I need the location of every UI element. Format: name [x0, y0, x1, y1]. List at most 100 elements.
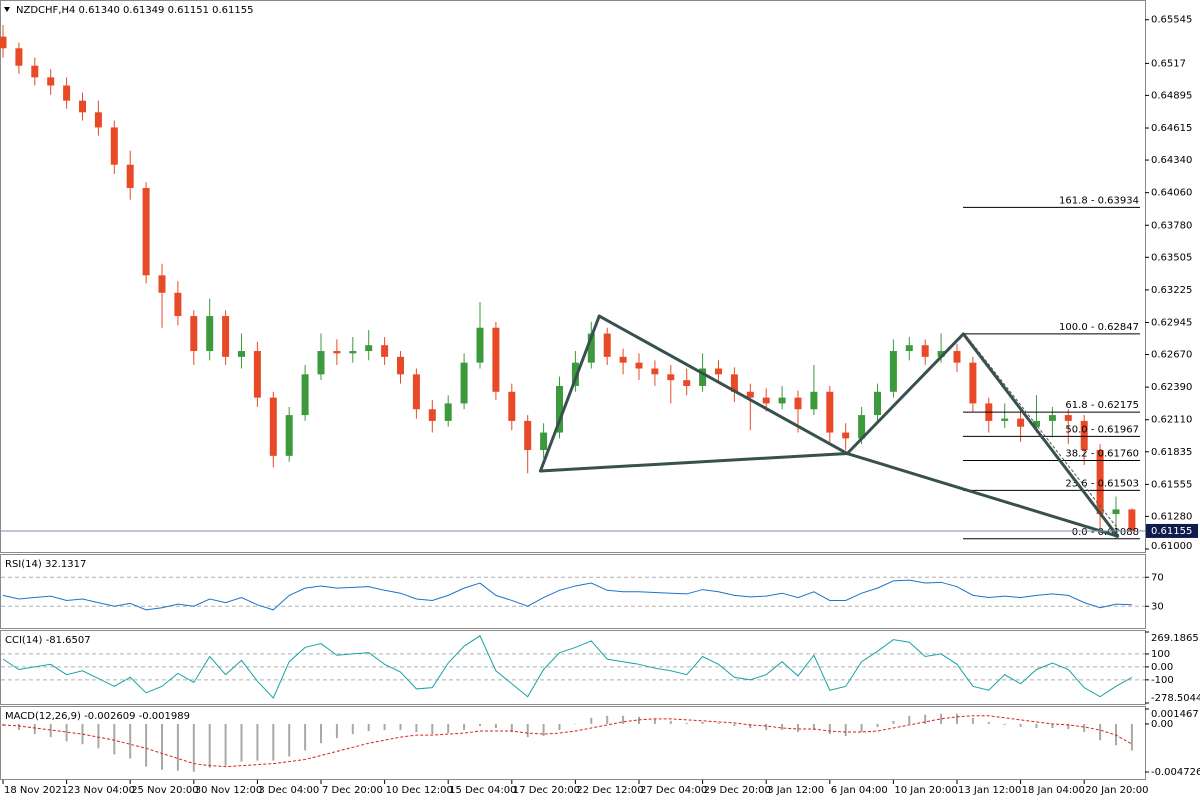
- y-tick-label: 0.65545: [1151, 15, 1192, 26]
- y-tick-label: 0.00: [1151, 662, 1173, 673]
- candle-body: [619, 356, 627, 363]
- y-tick-label: 100: [1151, 649, 1170, 660]
- fib-label: 100.0 - 0.62847: [1059, 322, 1139, 333]
- macd-bar: [971, 717, 974, 724]
- macd-bar: [542, 723, 545, 737]
- y-tick-label: 0.64340: [1151, 155, 1192, 166]
- candle-body: [349, 351, 357, 354]
- macd-bar: [653, 718, 656, 724]
- candle-body: [587, 333, 595, 363]
- macd-bar: [272, 723, 275, 761]
- macd-bar: [17, 723, 20, 731]
- macd-bar: [638, 716, 640, 724]
- candle-body: [746, 391, 754, 398]
- macd-bar: [431, 723, 434, 735]
- panel-title: CCI(14) -81.6507: [5, 635, 91, 646]
- x-tick-label: 30 Nov 12:00: [195, 785, 262, 796]
- y-tick-label: -100: [1151, 675, 1174, 686]
- macd-bar: [1130, 723, 1133, 751]
- macd-bar: [463, 723, 466, 731]
- y-tick-label: 0.63225: [1151, 285, 1192, 296]
- menu-triangle[interactable]: [4, 7, 10, 12]
- candle-body: [0, 36, 7, 49]
- y-tick-label: 0.61280: [1151, 511, 1192, 522]
- candle-body: [190, 316, 198, 352]
- candle-body: [508, 391, 516, 421]
- x-tick-label: 18 Jan 04:00: [1022, 785, 1085, 796]
- candle-body: [762, 397, 770, 404]
- main-panel-frame: [0, 0, 1146, 553]
- macd-bar: [1051, 723, 1054, 728]
- x-tick-label: 18 Nov 2021: [4, 785, 68, 796]
- macd-bar: [335, 723, 338, 739]
- macd-bar: [574, 723, 577, 725]
- macd-bar: [192, 723, 195, 772]
- macd-bar: [812, 723, 815, 731]
- x-tick-label: 23 Nov 04:00: [68, 785, 135, 796]
- macd-bar: [876, 723, 879, 727]
- y-tick-label: 269.1865: [1151, 633, 1199, 644]
- y-tick-label: 0.64060: [1151, 188, 1192, 199]
- candle-body: [524, 420, 532, 451]
- macd-bar: [892, 720, 895, 724]
- macd-bar: [844, 723, 847, 737]
- candle-body: [921, 345, 929, 357]
- macd-bar: [49, 723, 52, 738]
- candle-body: [858, 415, 866, 439]
- candle-body: [285, 415, 293, 456]
- macd-bar: [288, 723, 291, 757]
- candle-body: [31, 65, 39, 78]
- macd-bar: [145, 723, 148, 767]
- candle-body: [79, 100, 86, 113]
- candle-body: [301, 374, 309, 416]
- current-price-label: 0.61155: [1151, 526, 1192, 537]
- macd-bar: [367, 723, 370, 732]
- x-tick-label: 15 Dec 04:00: [449, 785, 516, 796]
- macd-panel-frame: [0, 706, 1146, 780]
- candle-body: [158, 275, 166, 293]
- x-tick-label: 17 Dec 20:00: [513, 785, 580, 796]
- y-tick-label: 0.62670: [1151, 350, 1192, 361]
- y-tick-label: -278.5044: [1151, 693, 1200, 704]
- macd-bar: [924, 714, 927, 724]
- y-tick-label: 0.001467: [1151, 709, 1199, 720]
- macd-bar: [1035, 723, 1038, 728]
- indicator-line: [2, 635, 1133, 699]
- candle-body: [15, 48, 23, 66]
- candle-body: [874, 391, 881, 416]
- candle-body: [810, 391, 818, 410]
- candle-body: [571, 362, 579, 386]
- candle-body: [556, 385, 563, 433]
- candle-body: [889, 351, 897, 392]
- x-tick-label: 27 Dec 04:00: [640, 785, 707, 796]
- macd-bar: [749, 723, 752, 728]
- x-tick-label: 10 Jan 20:00: [894, 785, 957, 796]
- x-tick-label: 13 Jan 12:00: [958, 785, 1021, 796]
- macd-bar: [240, 723, 243, 762]
- macd-bar: [1099, 723, 1102, 741]
- y-tick-label: 0.61555: [1151, 479, 1192, 490]
- x-tick-label: 10 Dec 12:00: [386, 785, 453, 796]
- candle-body: [715, 368, 722, 375]
- y-tick-label: 0.62390: [1151, 382, 1192, 393]
- y-tick-label: 0.62110: [1151, 415, 1192, 426]
- y-tick-label: 30: [1151, 601, 1164, 612]
- panel-title: RSI(14) 32.1317: [5, 559, 86, 570]
- candle-body: [397, 356, 404, 375]
- candle-body: [142, 187, 150, 276]
- y-tick-label: 0.64895: [1151, 90, 1192, 101]
- y-tick-label: -0.004726: [1151, 767, 1200, 778]
- y-tick-label: 0.63780: [1151, 220, 1192, 231]
- macd-bar: [685, 722, 688, 724]
- candle-body: [47, 77, 55, 86]
- macd-bar: [781, 723, 784, 731]
- candle-body: [1128, 509, 1136, 531]
- macd-bar: [669, 720, 672, 724]
- candle-body: [381, 345, 389, 357]
- candle-body: [222, 316, 230, 357]
- pattern-line: [845, 452, 1120, 538]
- pattern-line: [538, 314, 601, 473]
- macd-bar: [320, 723, 322, 744]
- y-tick-label: 0.61835: [1151, 447, 1192, 458]
- candle-body: [412, 374, 420, 410]
